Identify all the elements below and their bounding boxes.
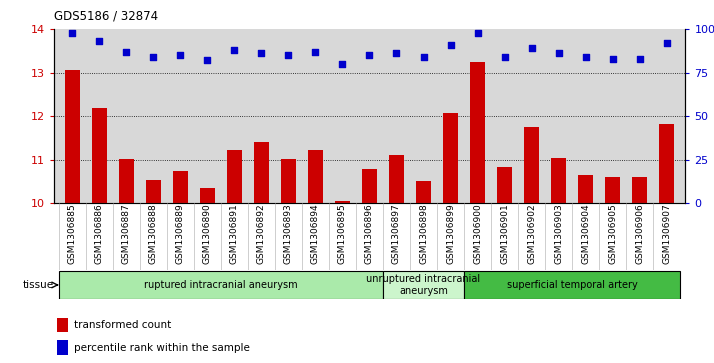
Text: GSM1306895: GSM1306895: [338, 203, 347, 264]
Text: GSM1306888: GSM1306888: [149, 203, 158, 264]
Text: percentile rank within the sample: percentile rank within the sample: [74, 343, 250, 352]
Bar: [200, 188, 215, 203]
Bar: [146, 180, 161, 203]
Bar: [470, 62, 485, 203]
Bar: [335, 201, 350, 203]
Text: GSM1306897: GSM1306897: [392, 203, 401, 264]
Text: GSM1306892: GSM1306892: [257, 203, 266, 264]
Point: [202, 57, 213, 63]
Text: GSM1306885: GSM1306885: [68, 203, 77, 264]
Point: [337, 61, 348, 67]
Bar: [497, 167, 512, 203]
Point: [607, 56, 618, 62]
Bar: [308, 150, 323, 203]
Text: GSM1306891: GSM1306891: [230, 203, 239, 264]
Bar: [173, 171, 188, 203]
Bar: [227, 150, 242, 203]
Point: [499, 54, 511, 60]
Bar: [65, 70, 80, 203]
Point: [472, 30, 483, 36]
Bar: [632, 177, 647, 203]
Text: GSM1306896: GSM1306896: [365, 203, 374, 264]
Bar: [59, 271, 383, 299]
Text: GSM1306893: GSM1306893: [284, 203, 293, 264]
Bar: [578, 175, 593, 203]
Text: GSM1306905: GSM1306905: [608, 203, 617, 264]
Text: GSM1306906: GSM1306906: [635, 203, 644, 264]
Point: [553, 50, 564, 56]
Text: GDS5186 / 32874: GDS5186 / 32874: [54, 9, 158, 22]
Bar: [56, 318, 68, 332]
Text: GSM1306903: GSM1306903: [554, 203, 563, 264]
Bar: [389, 155, 404, 203]
Text: GSM1306886: GSM1306886: [95, 203, 104, 264]
Text: transformed count: transformed count: [74, 320, 171, 330]
Text: GSM1306887: GSM1306887: [122, 203, 131, 264]
Bar: [119, 159, 134, 203]
Text: tissue: tissue: [23, 280, 54, 290]
Point: [175, 52, 186, 58]
Text: GSM1306889: GSM1306889: [176, 203, 185, 264]
Point: [256, 50, 267, 56]
Bar: [92, 108, 107, 203]
Bar: [605, 177, 620, 203]
Text: GSM1306902: GSM1306902: [527, 203, 536, 264]
Bar: [362, 169, 377, 203]
Point: [66, 30, 78, 36]
Point: [94, 38, 105, 44]
Text: GSM1306904: GSM1306904: [581, 203, 590, 264]
Point: [418, 54, 429, 60]
Text: GSM1306894: GSM1306894: [311, 203, 320, 264]
Text: GSM1306898: GSM1306898: [419, 203, 428, 264]
Text: GSM1306901: GSM1306901: [500, 203, 509, 264]
Point: [121, 49, 132, 54]
Text: GSM1306907: GSM1306907: [662, 203, 671, 264]
Bar: [464, 271, 680, 299]
Text: GSM1306890: GSM1306890: [203, 203, 212, 264]
Bar: [281, 159, 296, 203]
Bar: [383, 271, 464, 299]
Bar: [416, 181, 431, 203]
Point: [634, 56, 645, 62]
Text: superficial temporal artery: superficial temporal artery: [507, 280, 638, 290]
Bar: [254, 142, 269, 203]
Point: [228, 47, 240, 53]
Point: [580, 54, 591, 60]
Point: [283, 52, 294, 58]
Text: GSM1306900: GSM1306900: [473, 203, 482, 264]
Point: [661, 40, 673, 46]
Bar: [551, 158, 566, 203]
Text: ruptured intracranial aneurysm: ruptured intracranial aneurysm: [144, 280, 298, 290]
Bar: [443, 113, 458, 203]
Point: [391, 50, 402, 56]
Point: [363, 52, 376, 58]
Text: GSM1306899: GSM1306899: [446, 203, 455, 264]
Bar: [56, 340, 68, 355]
Point: [445, 42, 456, 48]
Bar: [524, 127, 539, 203]
Point: [526, 45, 537, 51]
Point: [148, 54, 159, 60]
Text: unruptured intracranial
aneurysm: unruptured intracranial aneurysm: [366, 274, 481, 296]
Bar: [659, 124, 674, 203]
Point: [310, 49, 321, 54]
